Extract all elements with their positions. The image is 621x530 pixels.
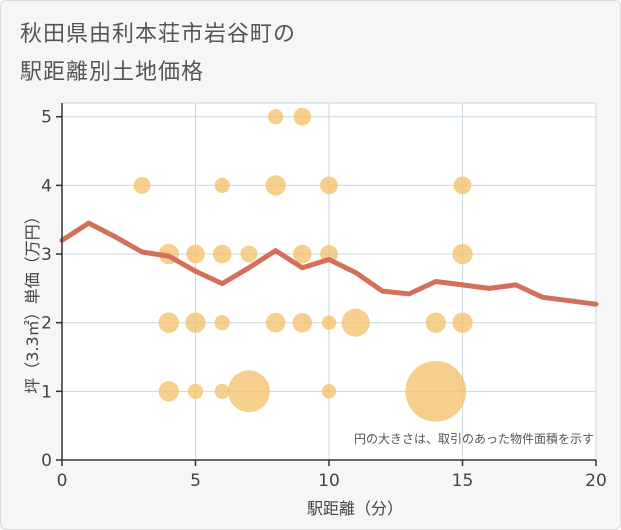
average-price-line — [59, 220, 599, 307]
x-tick-label: 0 — [57, 471, 68, 491]
bubble-point — [320, 176, 338, 195]
bubble-size-note: 円の大きさは、取引のあった物件面積を示す — [354, 431, 594, 446]
bubble-point — [227, 370, 270, 413]
y-axis-label: 坪（3.3㎡）単価（万円） — [23, 208, 42, 393]
x-tick-label: 5 — [190, 471, 201, 491]
chart-title-line1: 秋田県由利本荘市岩谷町の — [20, 22, 297, 47]
bubble-point — [341, 308, 370, 337]
bubble-point — [133, 176, 151, 194]
chart-title-line2: 駅距離別土地価格 — [20, 60, 205, 85]
bubble-point — [186, 244, 205, 264]
y-tick-label: 1 — [41, 382, 52, 402]
bubble-point — [452, 243, 473, 265]
bubble-point — [214, 315, 230, 331]
y-tick-label: 5 — [41, 108, 52, 128]
bubble-point — [292, 244, 312, 264]
bubble-point — [265, 175, 286, 196]
bubble-point — [240, 245, 258, 263]
y-tick-label: 0 — [41, 451, 52, 471]
bubble-point — [158, 312, 179, 333]
x-tick-label: 15 — [452, 471, 474, 491]
bubble-point — [212, 244, 232, 264]
bubble-point — [293, 107, 312, 126]
bubble-point — [405, 360, 467, 422]
bubble-point — [185, 312, 206, 333]
bubble-point — [292, 312, 313, 333]
axis-labels: 駅距離（分） 坪（3.3㎡）単価（万円） 円の大きさは、取引のあった物件面積を示… — [23, 208, 594, 518]
bubble-point — [214, 383, 230, 399]
axes: 0 5 10 15 20 0 1 2 3 4 5 — [41, 103, 607, 491]
bubble-point — [214, 177, 230, 193]
y-tick-label: 2 — [41, 314, 52, 334]
y-tick-label: 3 — [41, 245, 52, 265]
x-tick-label: 10 — [318, 471, 340, 491]
bubble-point — [265, 312, 286, 333]
bubble-point — [321, 384, 337, 399]
bubble-point — [452, 312, 473, 333]
line-layer — [59, 220, 599, 307]
bubble-point — [268, 109, 284, 125]
bubble-point — [425, 312, 446, 333]
bubble-point — [453, 176, 472, 195]
x-tick-label: 20 — [585, 471, 607, 491]
bubble-point — [187, 383, 204, 399]
x-axis-label: 駅距離（分） — [307, 499, 403, 518]
grid-lines — [61, 102, 597, 461]
y-tick-label: 4 — [41, 176, 52, 196]
bubble-point — [321, 315, 337, 330]
bubble-point — [158, 381, 179, 402]
